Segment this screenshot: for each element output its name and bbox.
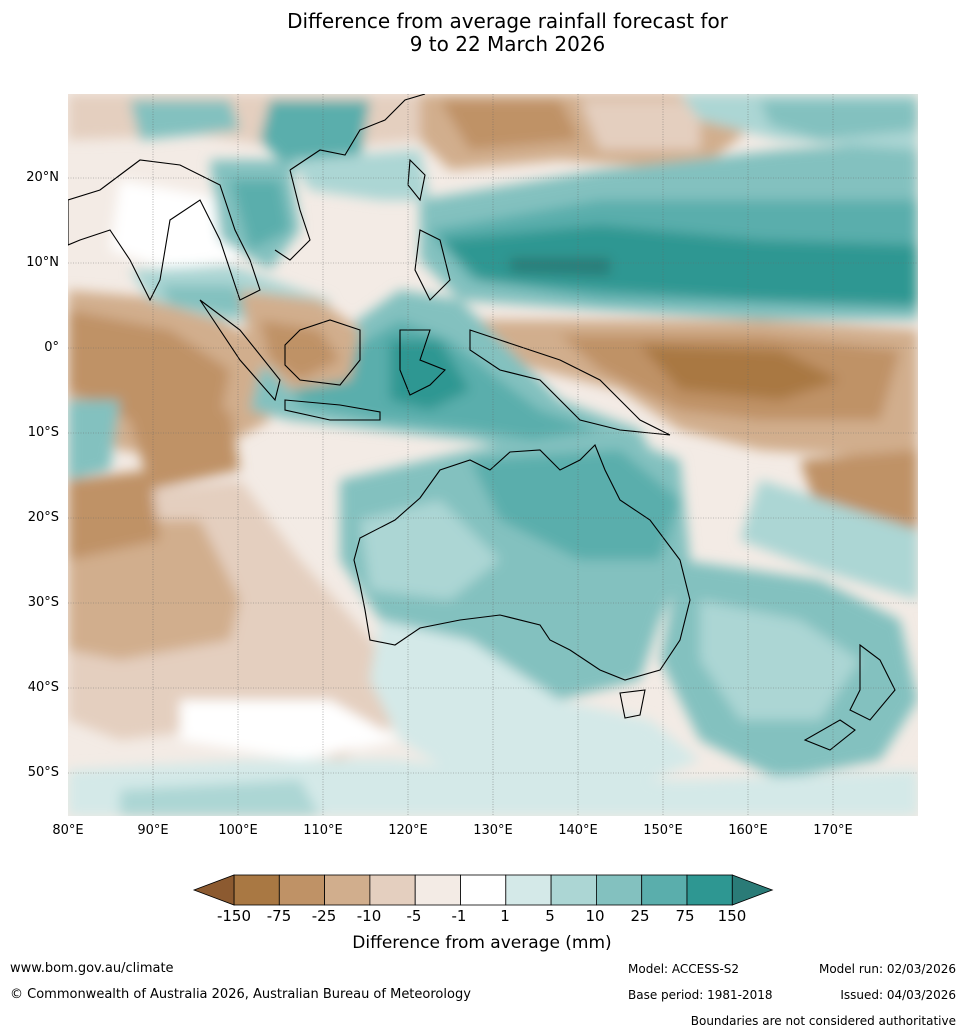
model-run-text: Model run: 02/03/2026	[818, 962, 956, 976]
colorbar-segment	[550, 874, 597, 906]
colorbar-tick-label: -10	[356, 907, 382, 925]
colorbar-tick-label: 75	[675, 907, 695, 925]
colorbar-segment	[324, 874, 371, 906]
lat-label-20n: 20°N	[26, 170, 59, 185]
lon-label-170e: 170°E	[813, 823, 853, 838]
colorbar-over-arrow	[731, 874, 774, 906]
lat-label-10s: 10°S	[27, 425, 59, 440]
colorbar-segment	[278, 874, 325, 906]
colorbar-segment	[460, 874, 507, 906]
colorbar-segment	[596, 874, 643, 906]
lat-label-50s: 50°S	[27, 765, 59, 780]
lat-label-20s: 20°S	[27, 510, 59, 525]
lon-label-80e: 80°E	[52, 823, 84, 838]
lat-label-40s: 40°S	[27, 680, 59, 695]
lon-label-120e: 120°E	[388, 823, 428, 838]
disclaimer-text: Boundaries are not considered authoritat…	[690, 1014, 956, 1028]
colorbar-segment	[233, 874, 280, 906]
colorbar-tick-label: 1	[500, 907, 510, 925]
lon-label-100e: 100°E	[218, 823, 258, 838]
colorbar-tick-label: -1	[451, 907, 467, 925]
issued-text: Issued: 04/03/2026	[840, 988, 956, 1002]
lon-label-90e: 90°E	[137, 823, 169, 838]
colorbar-tick-label: 25	[630, 907, 650, 925]
graticule	[68, 94, 918, 816]
colorbar-title: Difference from average (mm)	[352, 933, 612, 953]
lon-label-150e: 150°E	[643, 823, 683, 838]
colorbar-segment	[641, 874, 688, 906]
colorbar	[192, 874, 774, 906]
colorbar-under-arrow	[192, 874, 235, 906]
colorbar-tick-label: 5	[545, 907, 555, 925]
colorbar-tick-label: -25	[311, 907, 337, 925]
website-link[interactable]: www.bom.gov.au/climate	[10, 961, 174, 976]
colorbar-tick-label: 10	[585, 907, 605, 925]
lon-label-160e: 160°E	[728, 823, 768, 838]
lat-label-30s: 30°S	[27, 595, 59, 610]
colorbar-tick-label: -150	[216, 907, 252, 925]
colorbar-segment	[686, 874, 733, 906]
base-period-text: Base period: 1981-2018	[628, 988, 773, 1002]
colorbar-tick-label: -5	[406, 907, 422, 925]
lat-label-0: 0°	[44, 340, 59, 355]
colorbar-tick-label: 150	[717, 907, 747, 925]
colorbar-tick-label: -75	[266, 907, 292, 925]
map-title: Difference from average rainfall forecas…	[0, 10, 965, 56]
lon-label-130e: 130°E	[473, 823, 513, 838]
lon-label-110e: 110°E	[303, 823, 343, 838]
copyright-text: © Commonwealth of Australia 2026, Austra…	[10, 987, 471, 1002]
colorbar-segment	[414, 874, 461, 906]
lon-label-140e: 140°E	[558, 823, 598, 838]
model-text: Model: ACCESS-S2	[628, 962, 740, 976]
title-line-1: Difference from average rainfall forecas…	[287, 9, 728, 33]
colorbar-segment	[505, 874, 552, 906]
title-line-2: 9 to 22 March 2026	[409, 32, 606, 56]
coastlines	[68, 94, 896, 751]
colorbar-segment	[369, 874, 416, 906]
lat-label-10n: 10°N	[26, 255, 59, 270]
